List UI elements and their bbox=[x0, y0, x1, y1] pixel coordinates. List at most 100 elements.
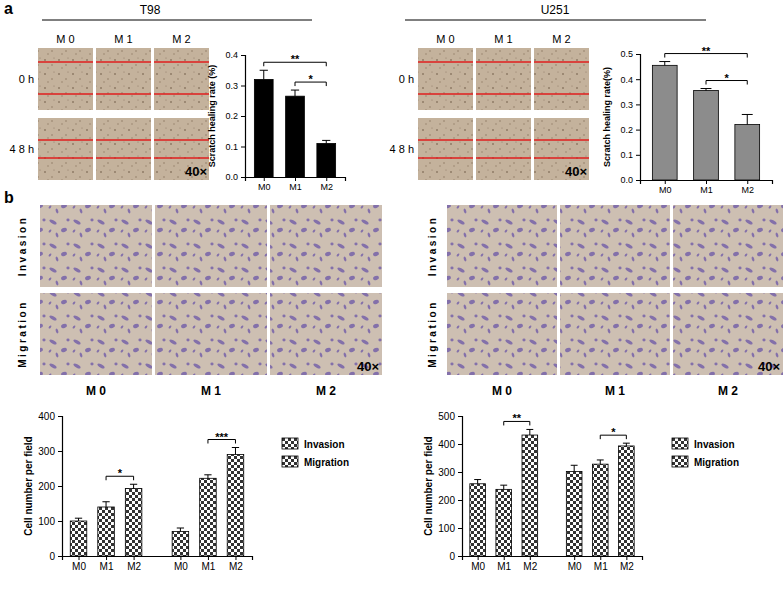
y-tick-label: 0 bbox=[449, 551, 455, 562]
error-stem bbox=[600, 460, 601, 464]
scratch-edge bbox=[418, 157, 473, 158]
y-tick-label: 0.2 bbox=[620, 125, 633, 135]
significance-label: * bbox=[724, 72, 729, 84]
legend: InvasionMigration bbox=[282, 438, 349, 468]
y-tick: 0.1 bbox=[620, 150, 640, 160]
x-axis-line bbox=[463, 557, 643, 561]
cell-line-title: U251 bbox=[541, 3, 570, 17]
y-tick-mark bbox=[636, 130, 640, 131]
micrograph bbox=[270, 293, 382, 375]
error-bar bbox=[701, 89, 712, 91]
title-rule bbox=[42, 20, 312, 21]
y-tick-label: 0 bbox=[49, 551, 55, 562]
scratch-edge bbox=[418, 139, 473, 140]
y-tick-label: 400 bbox=[38, 411, 55, 422]
y-tick-label: 400 bbox=[438, 439, 455, 450]
cell-line-title: T98 bbox=[140, 3, 161, 17]
row-label: 4 8 h bbox=[10, 143, 34, 155]
y-axis-title: Cell number per field bbox=[23, 436, 34, 535]
error-cap bbox=[526, 429, 533, 430]
column-label: M 2 bbox=[316, 384, 336, 398]
y-tick: 500 bbox=[438, 411, 462, 422]
micrograph bbox=[270, 205, 382, 287]
y-tick-label: 0.4 bbox=[620, 75, 633, 85]
x-tick-label: M1 bbox=[594, 561, 608, 572]
x-tick-mark bbox=[478, 556, 479, 560]
column-label: M 2 bbox=[718, 384, 738, 398]
error-cap bbox=[571, 465, 578, 466]
x-tick-mark bbox=[504, 556, 505, 560]
scratch-edge bbox=[476, 157, 531, 158]
legend-swatch bbox=[672, 438, 688, 449]
legend-swatch bbox=[672, 456, 688, 467]
y-tick: 0.3 bbox=[620, 100, 640, 110]
x-tick-label: M1 bbox=[201, 561, 215, 572]
x-tick: M1 bbox=[497, 556, 511, 572]
y-tick-mark bbox=[58, 416, 62, 417]
error-cap bbox=[204, 474, 211, 475]
error-bar bbox=[322, 140, 330, 143]
x-tick-label: M2 bbox=[523, 561, 537, 572]
plot-area bbox=[70, 448, 243, 557]
column-label: M 0 bbox=[436, 33, 454, 45]
micrograph bbox=[155, 205, 267, 287]
scratch-edge bbox=[476, 61, 531, 62]
legend: InvasionMigration bbox=[672, 438, 739, 468]
error-cap bbox=[701, 88, 712, 89]
x-axis: M0M1M2M0M1M2 bbox=[63, 556, 253, 572]
micrograph bbox=[40, 293, 152, 375]
x-tick-mark bbox=[706, 180, 707, 184]
x-tick-mark bbox=[264, 177, 265, 181]
y-tick-label: 0.2 bbox=[225, 111, 238, 121]
micrograph bbox=[154, 48, 209, 110]
error-cap bbox=[597, 459, 604, 460]
x-tick-mark bbox=[600, 556, 601, 560]
error-bar bbox=[500, 485, 507, 489]
bar bbox=[652, 65, 677, 180]
error-cap bbox=[742, 114, 753, 115]
scratch-edge bbox=[534, 93, 589, 94]
plot-area bbox=[652, 62, 759, 180]
micrograph bbox=[154, 118, 209, 180]
x-tick-label: M2 bbox=[229, 561, 243, 572]
bar bbox=[70, 521, 87, 556]
legend-label: Invasion bbox=[304, 439, 345, 450]
error-bar bbox=[177, 528, 184, 532]
y-tick: 0.4 bbox=[225, 50, 245, 60]
y-tick: 0.0 bbox=[225, 172, 245, 182]
y-tick-label: 0.4 bbox=[225, 50, 238, 60]
row-label: Migration bbox=[17, 300, 28, 368]
column-label: M 0 bbox=[86, 384, 106, 398]
error-stem bbox=[235, 448, 236, 455]
error-cap bbox=[623, 443, 630, 444]
x-axis-line bbox=[63, 557, 253, 561]
y-tick: 100 bbox=[438, 523, 462, 534]
plot-area bbox=[470, 429, 634, 556]
error-stem bbox=[747, 114, 748, 124]
magnification: 40× bbox=[185, 164, 207, 179]
micrograph bbox=[418, 118, 473, 180]
y-tick: 400 bbox=[438, 439, 462, 450]
y-tick-mark bbox=[458, 472, 462, 473]
x-tick-label: M0 bbox=[471, 561, 485, 572]
micrograph bbox=[560, 293, 670, 375]
micrograph bbox=[38, 118, 93, 180]
row-label: 0 h bbox=[19, 73, 34, 85]
error-stem bbox=[207, 475, 208, 479]
scratch-edge bbox=[534, 61, 589, 62]
scratch-edge bbox=[38, 139, 93, 140]
x-tick: M2 bbox=[741, 180, 754, 195]
bar bbox=[227, 455, 244, 557]
error-cap bbox=[102, 501, 109, 502]
micrograph bbox=[155, 293, 267, 375]
y-tick-label: 500 bbox=[438, 411, 455, 422]
column-label: M 1 bbox=[201, 384, 221, 398]
scratch-edge bbox=[476, 93, 531, 94]
y-tick-label: 0.3 bbox=[620, 100, 633, 110]
y-axis-title: Scratch healing rate (%) bbox=[207, 65, 217, 168]
chart: 0.00.10.20.30.40.5M0M1M2Scratch healing … bbox=[602, 45, 773, 196]
y-tick-mark bbox=[636, 104, 640, 105]
y-tick-label: 0.0 bbox=[620, 175, 633, 185]
error-cap bbox=[260, 70, 268, 71]
x-axis: M0M1M2 bbox=[246, 177, 346, 192]
